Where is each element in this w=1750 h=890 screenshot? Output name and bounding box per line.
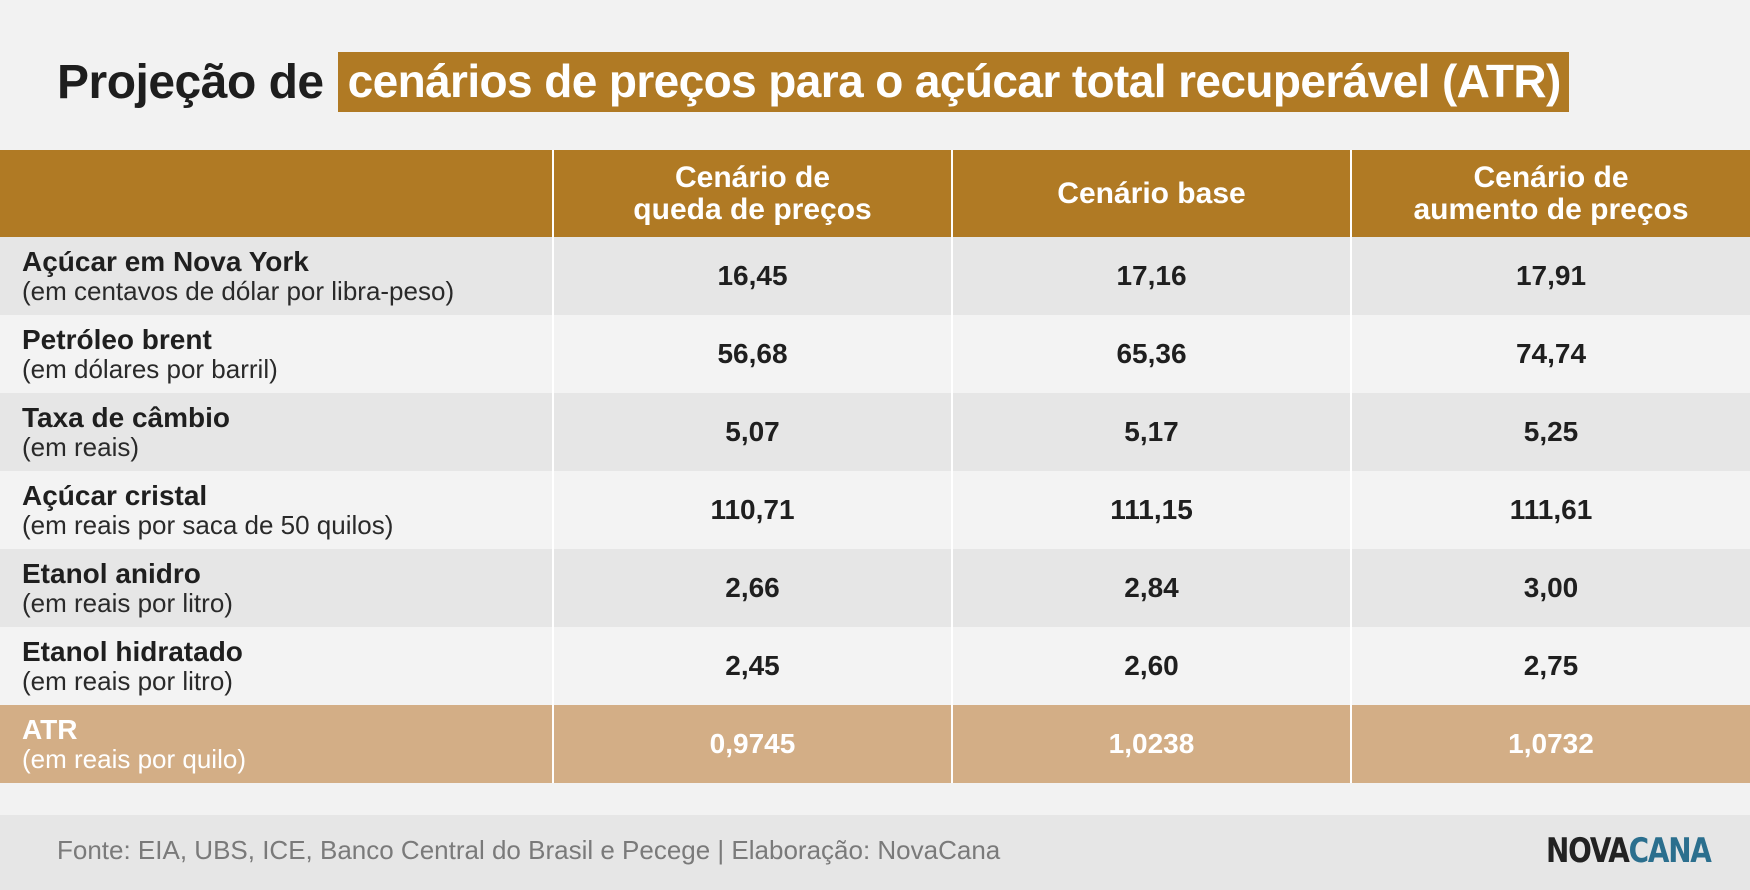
header-falling-prices: Cenário de queda de preços — [552, 150, 952, 237]
cell-value: 3,00 — [1350, 549, 1750, 627]
cell-value: 0,9745 — [552, 705, 952, 783]
cell-value: 1,0732 — [1350, 705, 1750, 783]
header-line: aumento de preços — [1413, 192, 1689, 226]
header-line: Cenário de — [1473, 160, 1629, 194]
row-name: Etanol anidro — [22, 558, 201, 589]
cell-value: 74,74 — [1350, 315, 1750, 393]
cell-value: 5,07 — [552, 393, 952, 471]
row-label: Taxa de câmbio (em reais) — [0, 393, 553, 471]
title-lead: Projeção de — [57, 55, 324, 109]
table-row: Açúcar cristal (em reais por saca de 50 … — [0, 471, 1750, 549]
row-label: ATR (em reais por quilo) — [0, 705, 553, 783]
logo-part-nova: NOVA — [1546, 831, 1630, 871]
novacana-logo: NOVA CANA — [1546, 831, 1712, 871]
row-label: Açúcar em Nova York (em centavos de dóla… — [0, 237, 553, 315]
header-line: Cenário de — [674, 160, 831, 194]
row-unit: (em reais) — [22, 432, 140, 462]
table-row: Petróleo brent (em dólares por barril) 5… — [0, 315, 1750, 393]
cell-value: 5,25 — [1350, 393, 1750, 471]
cell-value: 2,60 — [951, 627, 1351, 705]
row-unit: (em reais por litro) — [22, 588, 233, 618]
cell-value: 2,75 — [1350, 627, 1750, 705]
row-name: ATR — [22, 714, 78, 745]
cell-value: 17,91 — [1350, 237, 1750, 315]
table-row: Taxa de câmbio (em reais) 5,07 5,17 5,25 — [0, 393, 1750, 471]
table-row: Açúcar em Nova York (em centavos de dóla… — [0, 237, 1750, 315]
page-title: Projeção de cenários de preços para o aç… — [57, 52, 1569, 112]
cell-value: 111,61 — [1350, 471, 1750, 549]
logo-part-cana: CANA — [1628, 831, 1712, 871]
row-unit: (em reais por litro) — [22, 666, 233, 696]
table-row-total: ATR (em reais por quilo) 0,9745 1,0238 1… — [0, 705, 1750, 783]
source-note: Fonte: EIA, UBS, ICE, Banco Central do B… — [57, 835, 1001, 865]
header-blank — [0, 150, 553, 237]
cell-value: 2,45 — [552, 627, 952, 705]
cell-value: 2,66 — [552, 549, 952, 627]
header-line: Cenário base — [1057, 176, 1246, 210]
row-unit: (em dólares por barril) — [22, 354, 278, 384]
scenario-table-wrapper: Cenário de queda de preços Cenário base … — [0, 150, 1750, 783]
cell-value: 2,84 — [951, 549, 1351, 627]
row-unit: (em centavos de dólar por libra-peso) — [22, 276, 455, 306]
cell-value: 16,45 — [552, 237, 952, 315]
title-highlight: cenários de preços para o açúcar total r… — [337, 52, 1569, 112]
row-name: Petróleo brent — [22, 324, 212, 355]
cell-value: 1,0238 — [951, 705, 1351, 783]
row-unit: (em reais por quilo) — [22, 744, 246, 774]
cell-value: 65,36 — [951, 315, 1351, 393]
row-label: Etanol hidratado (em reais por litro) — [0, 627, 553, 705]
header-rising-prices: Cenário de aumento de preços — [1350, 150, 1750, 237]
cell-value: 5,17 — [951, 393, 1351, 471]
row-label: Açúcar cristal (em reais por saca de 50 … — [0, 471, 553, 549]
table-header-row: Cenário de queda de preços Cenário base … — [0, 150, 1750, 237]
row-name: Açúcar cristal — [22, 480, 208, 511]
cell-value: 56,68 — [552, 315, 952, 393]
cell-value: 110,71 — [552, 471, 952, 549]
header-base: Cenário base — [951, 150, 1351, 237]
cell-value: 17,16 — [951, 237, 1351, 315]
header-line: queda de preços — [633, 192, 872, 226]
row-name: Etanol hidratado — [22, 636, 243, 667]
cell-value: 111,15 — [951, 471, 1351, 549]
footer: Fonte: EIA, UBS, ICE, Banco Central do B… — [0, 815, 1750, 890]
table-row: Etanol anidro (em reais por litro) 2,66 … — [0, 549, 1750, 627]
row-label: Etanol anidro (em reais por litro) — [0, 549, 553, 627]
row-unit: (em reais por saca de 50 quilos) — [22, 510, 394, 540]
row-label: Petróleo brent (em dólares por barril) — [0, 315, 553, 393]
row-name: Açúcar em Nova York — [22, 246, 309, 277]
scenario-table: Cenário de queda de preços Cenário base … — [0, 150, 1750, 783]
row-name: Taxa de câmbio — [22, 402, 231, 433]
table-row: Etanol hidratado (em reais por litro) 2,… — [0, 627, 1750, 705]
